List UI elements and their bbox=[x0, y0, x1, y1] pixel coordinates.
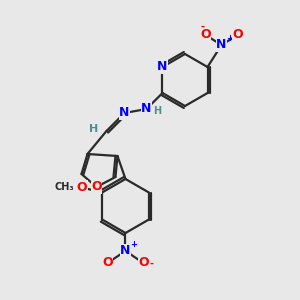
Text: N: N bbox=[157, 61, 168, 74]
Text: -: - bbox=[200, 22, 205, 32]
Text: N: N bbox=[141, 103, 152, 116]
Text: +: + bbox=[226, 34, 233, 43]
Text: O: O bbox=[232, 28, 243, 41]
Text: O: O bbox=[102, 256, 113, 269]
Text: N: N bbox=[120, 244, 131, 257]
Text: H: H bbox=[89, 124, 98, 134]
Text: O: O bbox=[91, 181, 102, 194]
Text: H: H bbox=[154, 106, 162, 116]
Text: +: + bbox=[130, 240, 137, 249]
Text: O: O bbox=[77, 181, 87, 194]
Text: N: N bbox=[119, 106, 130, 119]
Text: -: - bbox=[149, 259, 154, 269]
Text: N: N bbox=[216, 38, 227, 52]
Text: O: O bbox=[138, 256, 149, 269]
Text: CH₃: CH₃ bbox=[55, 182, 74, 193]
Text: O: O bbox=[200, 28, 211, 41]
